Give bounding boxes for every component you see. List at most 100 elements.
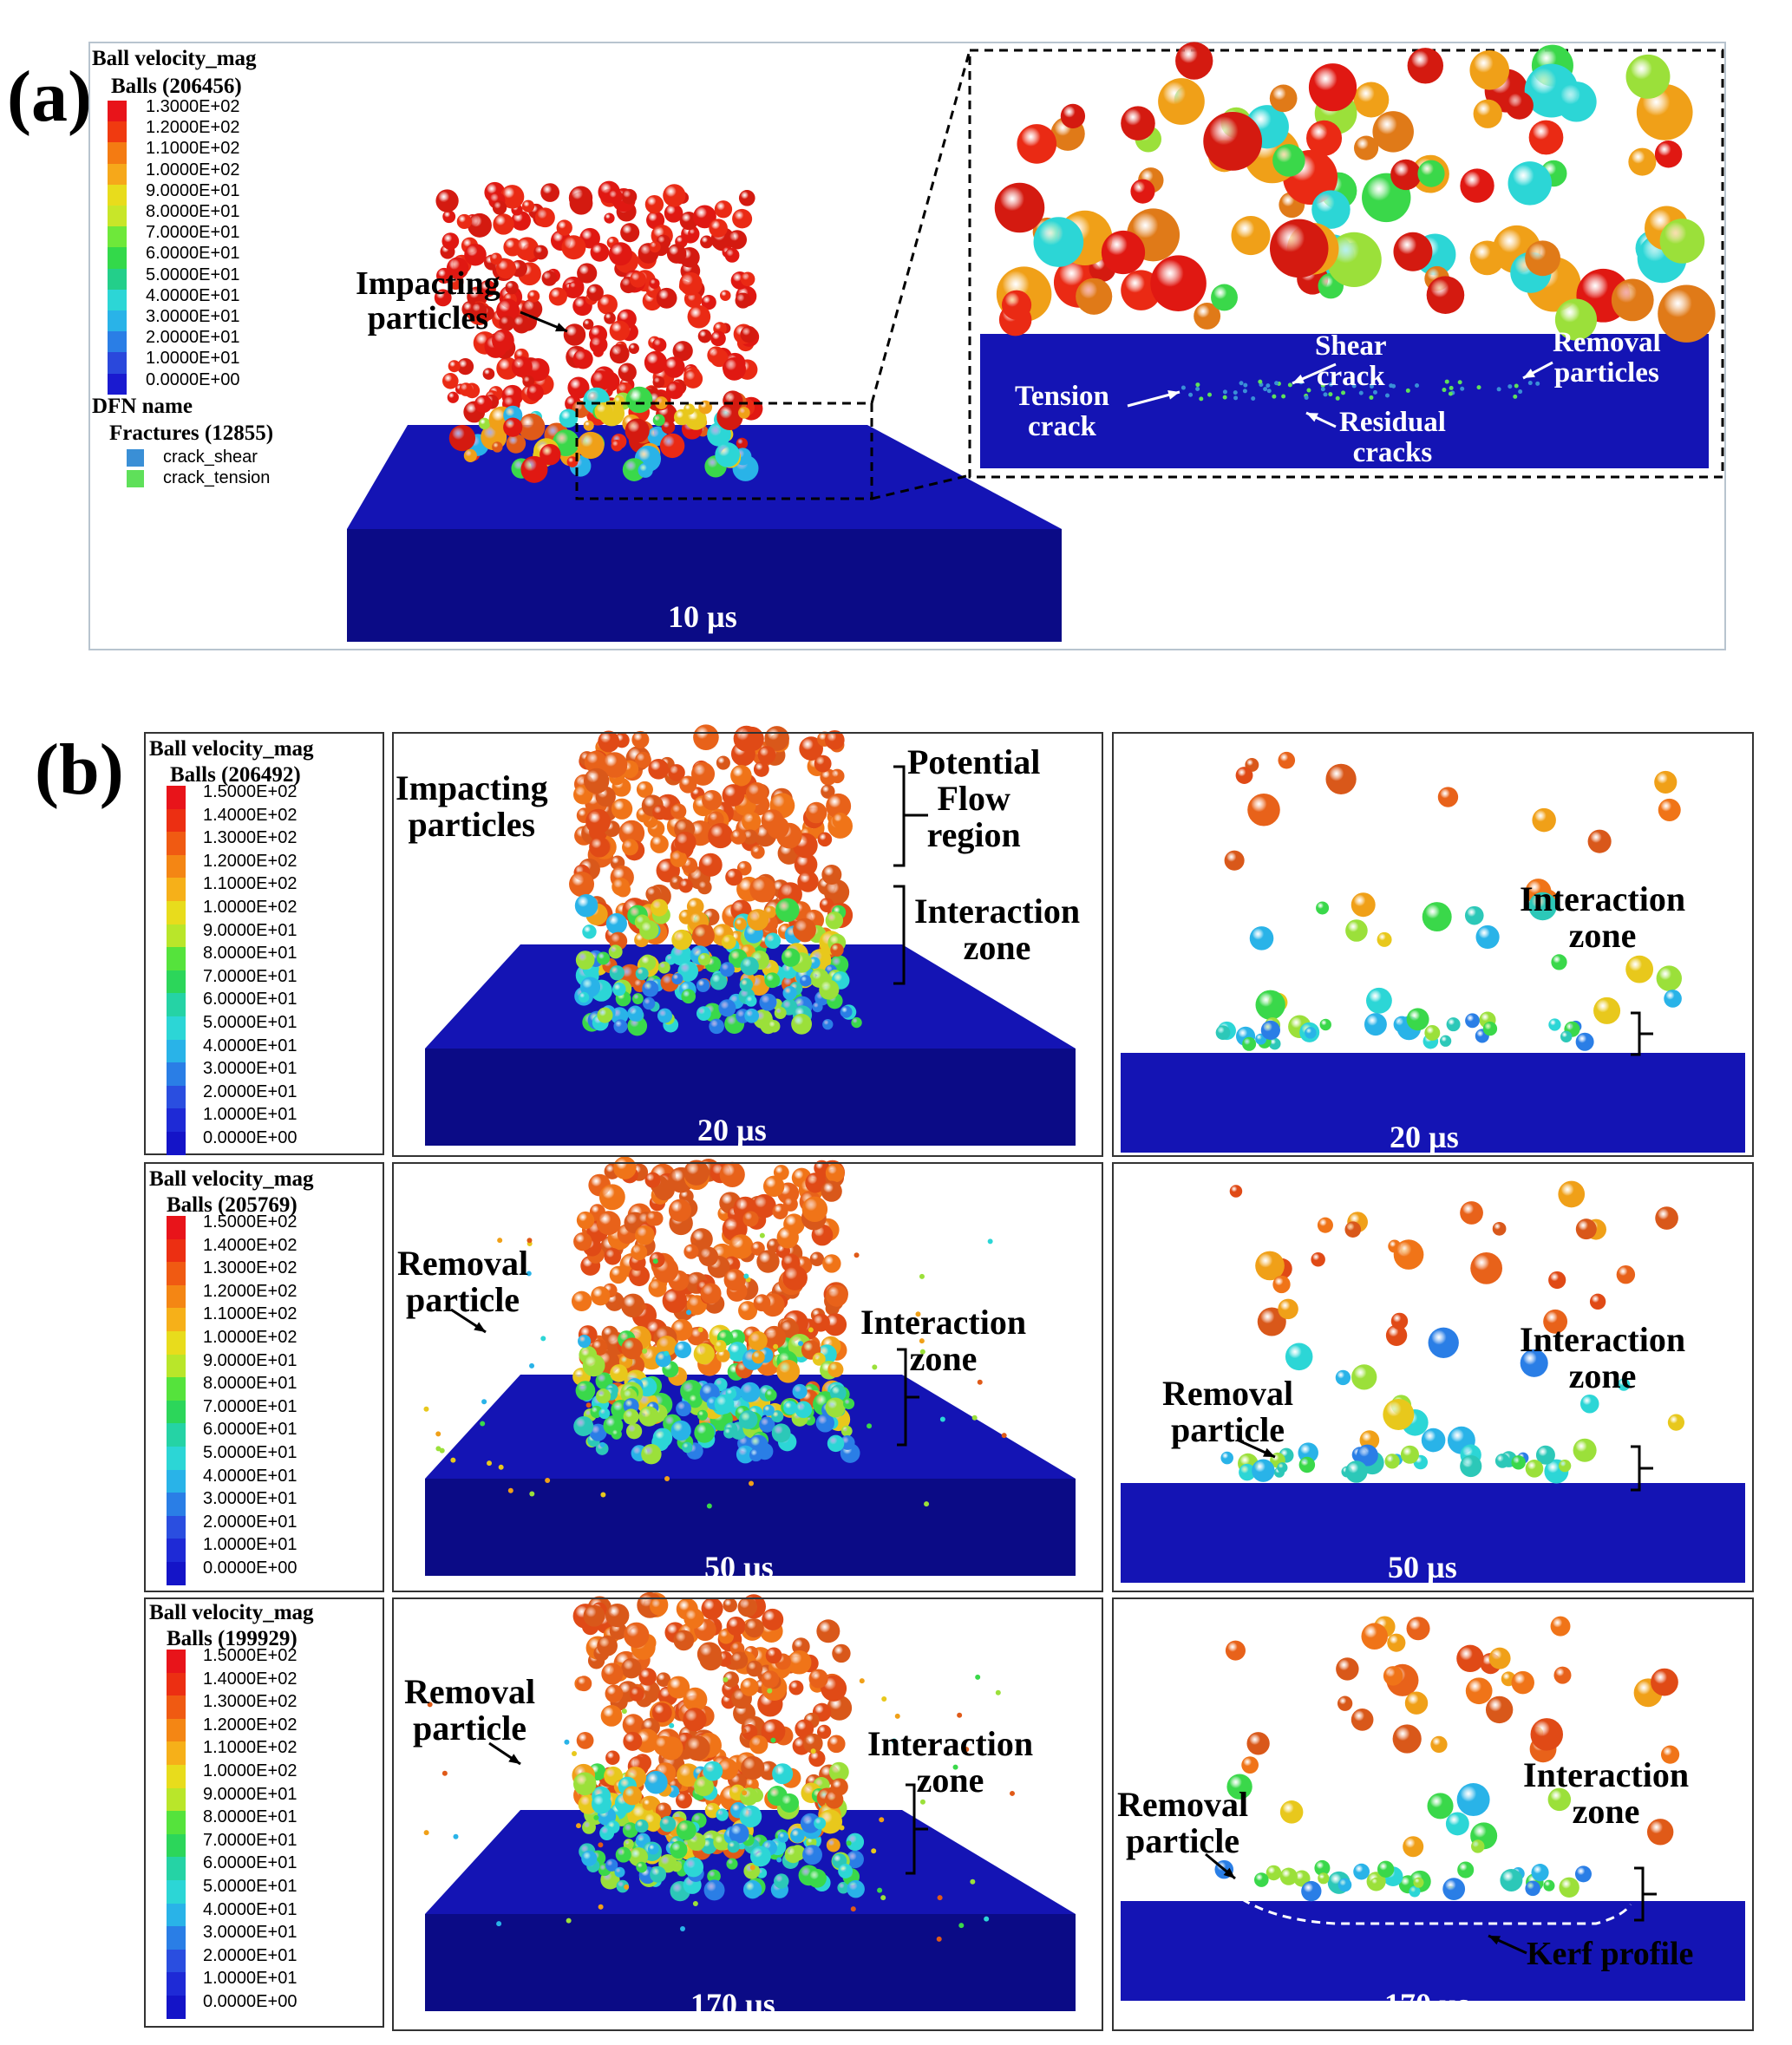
crack-point [1369, 395, 1374, 400]
row1-left-cool-particle [575, 951, 595, 970]
panel-a-impacting-particle [701, 294, 716, 310]
row3-right-particle [1553, 1666, 1572, 1684]
row1-legend-color-swatch [167, 970, 186, 994]
row3-left-orange-particle [788, 1680, 804, 1695]
row3-left-cool-particle [628, 1847, 649, 1867]
zoom-particle [1525, 240, 1561, 277]
row3-left-orange-particle [795, 1719, 814, 1739]
panel-a-legend-value-label: 8.0000E+01 [146, 202, 240, 221]
row3-scattered-particle [453, 1833, 459, 1839]
panel-a-impacting-particle [732, 208, 752, 229]
row2-scattered-particle [808, 1327, 814, 1333]
row2-scattered-particle [664, 1476, 670, 1482]
row2-left-cool-particle [623, 1408, 639, 1425]
crack-point [1328, 392, 1333, 397]
row1-left-mixed-particle [651, 898, 669, 917]
row2-left-mixed-particle [812, 1352, 826, 1366]
panel-a-mixed-particle [540, 443, 561, 466]
row2-right-surface-particle [1573, 1438, 1597, 1462]
row3-right-surface-particle [1337, 1878, 1352, 1892]
row3-left-cool-particle [703, 1879, 725, 1901]
row1-right-surface-particle [1575, 1032, 1594, 1051]
row3-left-mixed-particle [826, 1838, 840, 1852]
row2-left-orange-particle [753, 1294, 771, 1312]
row2-scattered-particle [545, 1477, 551, 1483]
row2-left-orange-particle [629, 1265, 651, 1287]
crack-point [1415, 382, 1420, 388]
row3-left-cool-particle [647, 1843, 659, 1855]
row3-legend-color-swatch [167, 1880, 186, 1904]
panel-a-impacting-particle [735, 292, 751, 309]
panel-a-mixed-particle [659, 433, 685, 459]
panel-a-impacting-particle [609, 343, 630, 364]
row1-legend-value-label: 1.0000E+01 [203, 1105, 298, 1125]
crack-point [1514, 383, 1519, 389]
crack-point [1306, 388, 1311, 393]
panel-a-impacting-particle [723, 357, 746, 381]
row3-left-cool-particle [726, 1858, 738, 1870]
row2-left-cool-particle [843, 1398, 855, 1410]
panel-a-mixed-particle [583, 420, 594, 431]
panel-a-impacting-particle [490, 252, 502, 265]
row3-legend-color-swatch [167, 1695, 186, 1719]
row1-left-cool-particle [782, 985, 797, 1001]
row3-left-mixed-particle [739, 1805, 762, 1828]
panel-a-impacting-particle [563, 323, 586, 346]
row1-left-orange-particle [584, 768, 610, 794]
row1-left-cool-particle [710, 972, 728, 990]
row2-left-orange-particle [596, 1211, 621, 1236]
row2-left-orange-particle [683, 1244, 699, 1259]
row2-right-surface-particle [1511, 1455, 1526, 1470]
row2-left-cool-particle [840, 1425, 853, 1437]
row2-left-cool-particle [714, 1394, 735, 1415]
row1-right-surface-particle [1482, 1021, 1498, 1036]
panel-a-legend-color-swatch [108, 206, 127, 227]
row2-scattered-particle [599, 1441, 605, 1447]
row2-right-surface-particle [1277, 1462, 1288, 1473]
panel-a-mixed-particle [594, 402, 613, 421]
row2-left-orange-particle [573, 1232, 592, 1251]
row3-legend-color-swatch [167, 1949, 186, 1973]
panel-a-impacting-particle [442, 210, 456, 224]
row1-left-cool-particle [719, 962, 735, 977]
row2-left-cool-particle [638, 1406, 659, 1427]
row3-scattered-particle [877, 1887, 883, 1893]
row2-left-mixed-particle [693, 1343, 715, 1365]
row3-scattered-particle [850, 1906, 856, 1912]
crack-point [1199, 396, 1204, 402]
row2-right-particle [1428, 1327, 1459, 1358]
row1-left-orange-particle [826, 793, 852, 819]
row2-scattered-particle [971, 1415, 978, 1421]
row1-right-surface-particle [1319, 1018, 1331, 1031]
panel-a-impacting-particle [672, 341, 693, 362]
row1-legend-color-swatch [167, 1062, 186, 1086]
row1-legend-value-label: 4.0000E+01 [203, 1036, 298, 1055]
row2-right-particle [1421, 1428, 1446, 1453]
row1-left-orange-particle [648, 758, 670, 780]
panel-a-impacting-particle [590, 243, 610, 262]
panel-a-impacting-particle [652, 376, 665, 389]
row2-right-surface-particle [1460, 1454, 1482, 1478]
crack-point [1180, 385, 1186, 390]
row2-scattered-particle [641, 1303, 647, 1310]
panel-a-impacting-particle [582, 318, 594, 330]
row1-left-orange-particle [622, 839, 638, 856]
row3-left-orange-particle [634, 1728, 659, 1754]
row3-scattered-particle [680, 1926, 686, 1932]
row2-left-orange-particle [805, 1173, 826, 1193]
row2-scattered-particle [686, 1310, 692, 1316]
row3-right-particle [1226, 1774, 1252, 1800]
row3-scattered-particle [598, 1842, 604, 1848]
panel-a-impacting-particle [515, 237, 540, 261]
row1-right-surface-particle [1242, 1036, 1257, 1051]
row1-left-orange-particle [702, 789, 723, 811]
impacting-particles-label: Impacting particles [356, 265, 500, 336]
row3-right-particle [1279, 1800, 1304, 1824]
row3-legend-color-swatch [167, 1857, 186, 1880]
row1-legend-color-swatch [167, 1132, 186, 1155]
row1-right-particle [1255, 990, 1285, 1020]
row1-left-orange-particle [797, 871, 819, 892]
row3-left-removal-arrow-head [508, 1754, 520, 1764]
row2-scattered-particle [749, 1480, 755, 1486]
row1-left-orange-particle [678, 879, 693, 893]
